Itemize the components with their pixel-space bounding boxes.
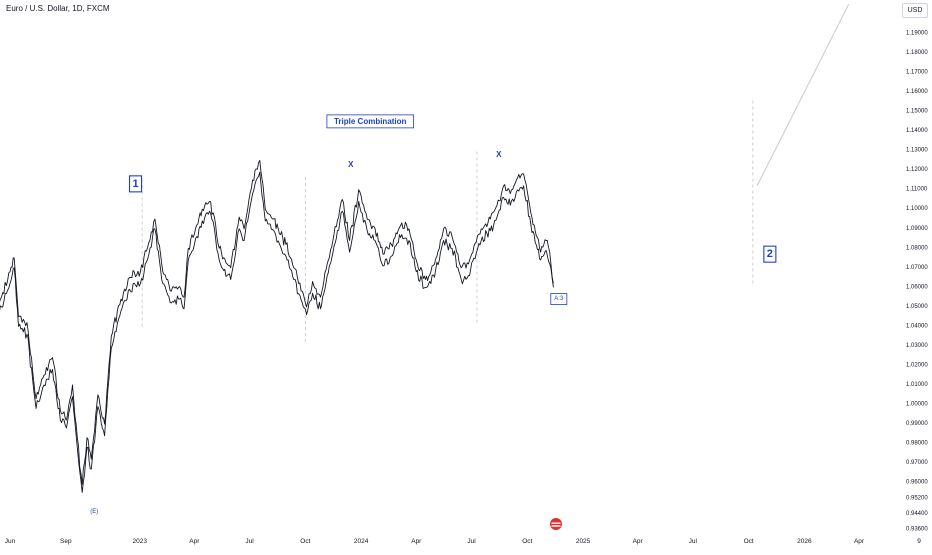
wave-label-box (128, 175, 143, 193)
time-axis-tick-label: Jun (5, 538, 16, 545)
price-axis[interactable]: 1.19000 1.18000 1.17000 1.16000 1.15000 1.140… (906, 31, 928, 533)
projection-line (756, 4, 850, 187)
wave-label[interactable]: A:3 (550, 293, 568, 305)
event-badge-flag-stripe (551, 522, 561, 524)
price-axis-tick-label: 1.16000 (906, 89, 928, 95)
wave-label-text: Triple Combination (334, 117, 407, 126)
wave-label-box (550, 293, 568, 305)
time-axis-tick-label: Apr (411, 538, 422, 545)
price-axis-tick-label: 1.06000 (906, 284, 928, 290)
price-axis-tick-label: 1.14000 (906, 128, 928, 134)
time-axis-tick-label: Apr (189, 538, 200, 545)
wave-label[interactable]: X (348, 160, 354, 169)
wave-divider-group (141, 97, 754, 343)
price-line-series-1 (0, 159, 554, 486)
price-axis-tick-label: 1.08000 (906, 245, 928, 251)
price-axis-tick-label: 1.04000 (906, 323, 928, 329)
price-axis-tick-label: 1.17000 (906, 70, 928, 76)
price-axis-tick-label: 1.01000 (906, 382, 928, 388)
price-axis-tick-label: 1.10000 (906, 206, 928, 212)
price-axis-tick-label: 0.96000 (906, 480, 928, 486)
wave-label-box (326, 114, 414, 129)
price-axis-tick-label: 0.95200 (906, 495, 928, 501)
time-axis-tick-label: Sep (60, 538, 72, 545)
price-axis-tick-label: 1.05000 (906, 304, 928, 310)
wave-label[interactable]: Triple Combination (326, 114, 414, 129)
wave-label-text: (E) (90, 509, 98, 515)
wave-label[interactable]: 1 (128, 175, 143, 193)
price-axis-tick-label: 1.18000 (906, 50, 928, 56)
currency-button[interactable]: USD (902, 3, 928, 18)
wave-label-text: X (496, 150, 502, 159)
time-axis-tick-label: 9 (917, 538, 921, 545)
time-axis-tick-label: Apr (633, 538, 644, 545)
time-axis-tick-label: Jul (689, 538, 698, 545)
price-axis-tick-label: 0.99000 (906, 421, 928, 427)
time-axis-tick-label: Jul (467, 538, 476, 545)
price-axis-tick-label: 0.98000 (906, 441, 928, 447)
time-axis-tick-label: Oct (744, 538, 754, 545)
wave-label-group: Triple Combination 1 X X 2 A:3 (E) (90, 114, 777, 515)
time-axis-tick-label: Apr (854, 538, 865, 545)
price-axis-tick-label: 0.93600 (906, 527, 928, 533)
price-axis-tick-label: 1.02000 (906, 362, 928, 368)
events-badge[interactable] (550, 518, 562, 530)
price-axis-tick-label: 0.94400 (906, 511, 928, 517)
time-axis-tick-label: 2024 (354, 538, 369, 545)
price-series-group (0, 4, 850, 493)
time-axis-tick-label: 2025 (576, 538, 591, 545)
price-axis-tick-label: 1.00000 (906, 402, 928, 408)
time-axis-tick-label: Oct (300, 538, 310, 545)
price-axis-tick-label: 0.97000 (906, 460, 928, 466)
wave-label-text: 2 (767, 248, 773, 260)
price-axis-tick-label: 1.03000 (906, 343, 928, 349)
time-axis-tick-label: Oct (522, 538, 532, 545)
price-axis-tick-label: 1.12000 (906, 167, 928, 173)
time-axis-tick-label: 2026 (797, 538, 812, 545)
wave-label[interactable]: X (496, 150, 502, 159)
price-axis-tick-label: 1.15000 (906, 109, 928, 115)
price-line-series-2 (0, 171, 554, 493)
wave-label[interactable]: (E) (90, 509, 98, 515)
event-badge-icon[interactable] (550, 518, 562, 530)
time-axis[interactable]: Jun Sep 2023 Apr Jul Oct 2024 Apr Jul Oct 2025 Apr J… (5, 538, 921, 545)
wave-label-box (763, 245, 777, 263)
wave-label-text: X (348, 160, 354, 169)
price-axis-tick-label: 1.19000 (906, 31, 928, 37)
price-axis-tick-label: 1.09000 (906, 226, 928, 232)
price-axis-tick-label: 1.07000 (906, 265, 928, 271)
symbol-title[interactable]: Euro / U.S. Dollar, 1D, FXCM (6, 4, 110, 13)
time-axis-tick-label: 2023 (133, 538, 148, 545)
event-badge-flag-stripe (551, 525, 561, 527)
price-axis-tick-label: 1.11000 (906, 187, 928, 193)
price-axis-tick-label: 1.13000 (906, 148, 928, 154)
time-axis-tick-label: Jul (245, 538, 254, 545)
wave-label-text: A:3 (554, 296, 564, 302)
wave-label-text: 1 (132, 178, 138, 190)
wave-label[interactable]: 2 (763, 245, 777, 263)
